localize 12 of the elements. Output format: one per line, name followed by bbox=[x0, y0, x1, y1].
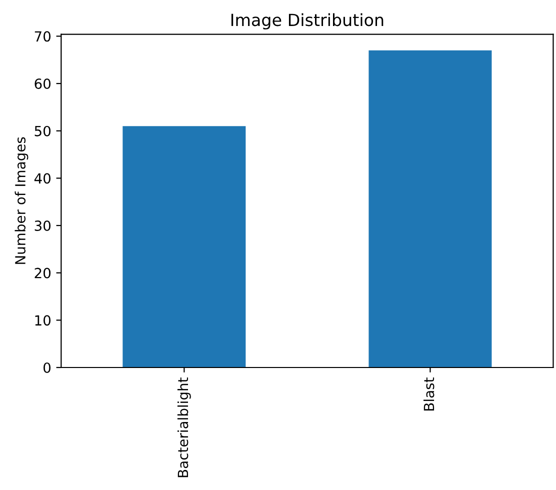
y-tick-label: 10 bbox=[35, 315, 51, 326]
y-tick-label: 70 bbox=[34, 31, 51, 42]
y-tick-label: 40 bbox=[34, 173, 51, 184]
x-tick-label: Bacterialblight bbox=[177, 378, 191, 478]
y-tick-label: 30 bbox=[34, 220, 51, 231]
y-axis-title: Number of Images bbox=[14, 137, 28, 264]
chart-title: Image Distribution bbox=[231, 13, 384, 30]
y-tick-label: 50 bbox=[34, 126, 51, 136]
y-tick-label: 0 bbox=[44, 362, 51, 373]
x-tick-label: Blast bbox=[423, 378, 434, 410]
y-tick-label: 20 bbox=[34, 268, 51, 278]
y-tick-label: 60 bbox=[34, 78, 51, 89]
